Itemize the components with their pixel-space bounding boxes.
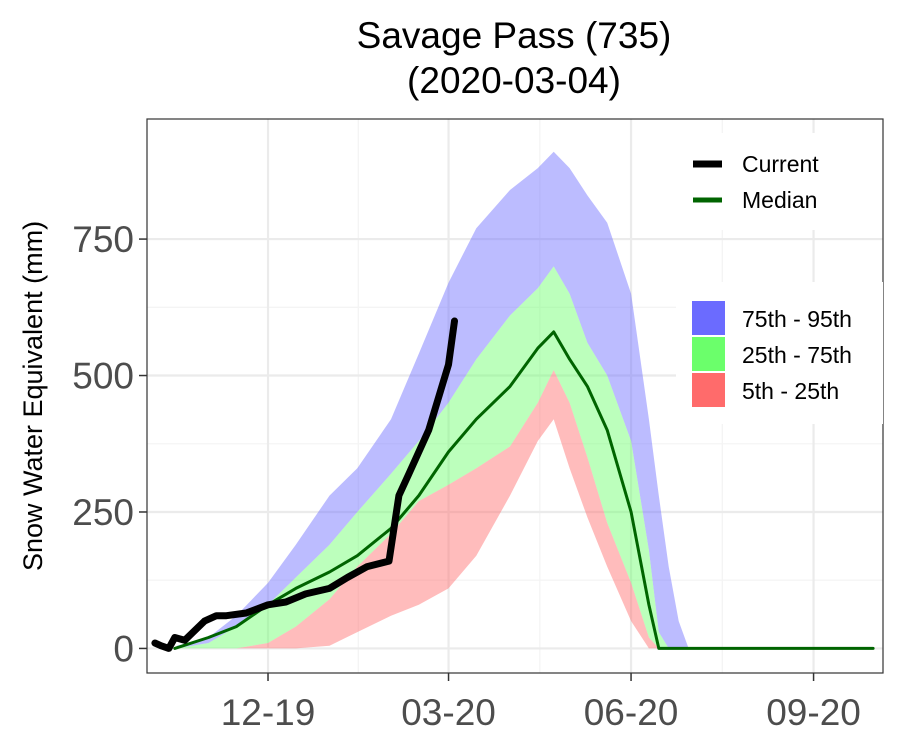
y-tick-label: 0 bbox=[113, 628, 134, 669]
legend-label-75th-95th: 75th - 95th bbox=[742, 306, 852, 332]
legend-lines: Current Median bbox=[676, 133, 848, 230]
x-tick-label: 12-19 bbox=[221, 692, 316, 733]
current-line bbox=[151, 317, 458, 652]
y-axis: 0 250 500 750 bbox=[72, 219, 147, 669]
legend-lines-box bbox=[676, 133, 848, 230]
y-tick-label: 750 bbox=[72, 219, 134, 260]
legend-label-25th-75th: 25th - 75th bbox=[742, 342, 852, 368]
y-axis-label: Snow Water Equivalent (mm) bbox=[18, 221, 48, 571]
band-75th-95th bbox=[176, 151, 874, 649]
legend-swatch-5th-25th bbox=[692, 373, 725, 407]
legend-swatch-25th-75th bbox=[692, 337, 725, 371]
chart-title: Savage Pass (735) bbox=[357, 15, 672, 56]
x-tick-label: 03-20 bbox=[401, 692, 496, 733]
x-tick-label: 06-20 bbox=[584, 692, 679, 733]
chart-subtitle: (2020-03-04) bbox=[407, 60, 621, 101]
legend-swatch-75th-95th bbox=[692, 301, 725, 335]
legend-label-current: Current bbox=[742, 151, 819, 177]
median-line bbox=[173, 330, 875, 650]
legend-label-median: Median bbox=[742, 187, 817, 213]
x-axis: 12-19 03-20 06-20 09-20 bbox=[221, 673, 861, 733]
legend-bands: 75th - 95th 25th - 75th 5th - 25th bbox=[676, 282, 883, 424]
band-25th-75th bbox=[176, 266, 874, 649]
data-lines bbox=[151, 317, 875, 652]
y-tick-label: 500 bbox=[72, 356, 134, 397]
x-tick-label: 09-20 bbox=[766, 692, 861, 733]
y-tick-label: 250 bbox=[72, 492, 134, 533]
legend-label-5th-25th: 5th - 25th bbox=[742, 378, 839, 404]
